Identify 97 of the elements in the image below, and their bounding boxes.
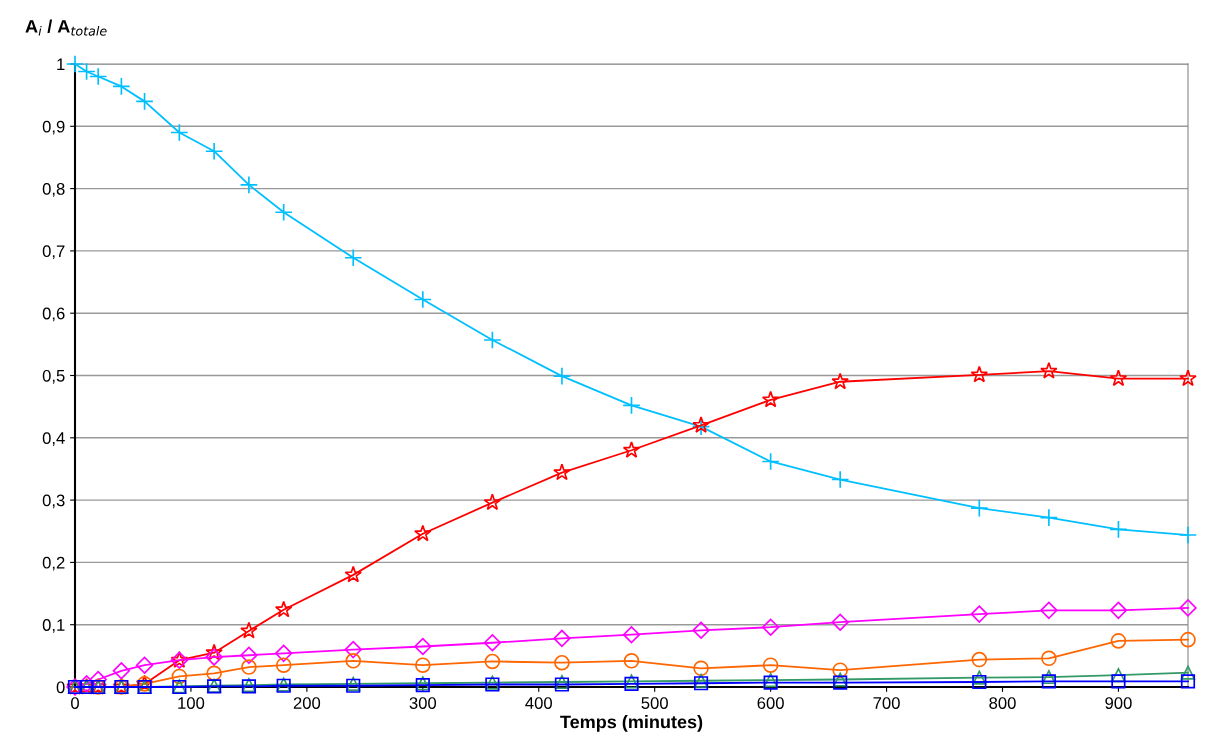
point [554, 654, 570, 671]
point [1040, 601, 1058, 620]
x-tick-label: 200 [293, 697, 321, 709]
x-tick-label: 900 [1105, 697, 1132, 709]
point [344, 248, 363, 267]
y-tick-label: 0,9 [42, 120, 65, 135]
x-tick-label: 400 [525, 697, 552, 709]
point [205, 648, 223, 666]
point [622, 625, 641, 644]
point [623, 653, 640, 669]
x-tick-label: 300 [409, 697, 437, 709]
point [1109, 520, 1128, 539]
point [413, 290, 432, 309]
point [344, 640, 362, 659]
y-tick-label: 0,7 [42, 245, 65, 260]
point [1110, 633, 1127, 649]
point [972, 674, 987, 690]
y-tick-label: 0,2 [42, 556, 65, 571]
point [1109, 601, 1128, 620]
point [205, 643, 223, 661]
point [65, 54, 85, 74]
point [970, 365, 989, 383]
point [1179, 599, 1197, 617]
point [414, 524, 432, 542]
point [239, 175, 259, 195]
x-tick-label: 500 [641, 697, 668, 709]
point [761, 618, 780, 636]
point [622, 396, 641, 415]
y-tick-label: 0,6 [42, 307, 65, 322]
point [170, 123, 189, 142]
point [171, 668, 188, 685]
point [274, 644, 293, 663]
point [693, 660, 709, 677]
point [1180, 665, 1196, 680]
point [831, 613, 849, 631]
point [1041, 669, 1056, 685]
point [761, 452, 780, 471]
point [1039, 508, 1059, 527]
x-tick-label: 600 [757, 697, 784, 709]
point [972, 670, 987, 685]
x-tick-label: 100 [178, 697, 205, 709]
point [831, 470, 850, 489]
point [274, 600, 293, 618]
point [77, 62, 96, 81]
point [112, 662, 131, 680]
y-tick-label: 0 [56, 681, 65, 694]
point [274, 203, 293, 222]
point [89, 67, 108, 86]
x-tick-label: 800 [989, 697, 1016, 709]
point [275, 657, 292, 673]
point [970, 499, 989, 518]
point [484, 653, 501, 670]
y-tick-label: 0,5 [42, 369, 65, 384]
point [762, 657, 779, 673]
point [831, 372, 849, 390]
point [971, 651, 988, 668]
y-axis-title: A$_{i}$ / A$_{totale}$ [25, 19, 107, 36]
y-tick-label: 0,1 [42, 619, 65, 633]
point [415, 657, 431, 673]
point [1041, 674, 1056, 689]
point [112, 77, 131, 96]
point [1178, 525, 1198, 545]
point [483, 493, 502, 511]
x-axis-title: Temps (minutes) [560, 715, 703, 732]
y-tick-label: 0,3 [42, 494, 65, 509]
point [344, 565, 363, 583]
point [1109, 369, 1128, 387]
point [204, 142, 224, 161]
point [345, 653, 362, 669]
point [1040, 361, 1058, 379]
point [241, 659, 257, 675]
point [832, 662, 848, 678]
point [1111, 674, 1126, 689]
point [622, 441, 641, 458]
point [89, 670, 107, 689]
point [135, 656, 154, 674]
point [761, 390, 780, 408]
point [553, 629, 571, 648]
point [1180, 631, 1196, 648]
point [414, 637, 432, 656]
x-tick-label: 700 [873, 697, 900, 709]
y-tick-label: 1 [57, 58, 65, 71]
point [692, 621, 710, 639]
y-tick-label: 0,8 [42, 183, 65, 197]
point [240, 646, 258, 664]
point [1180, 674, 1196, 689]
point [553, 463, 571, 481]
point [1179, 369, 1197, 387]
x-tick-label: 0 [71, 697, 79, 709]
point [483, 330, 502, 350]
point [970, 605, 989, 623]
point [483, 634, 502, 652]
point [135, 92, 154, 111]
point [240, 621, 258, 639]
y-tick-label: 0,4 [42, 432, 65, 446]
point [1041, 650, 1057, 667]
point [552, 366, 572, 386]
